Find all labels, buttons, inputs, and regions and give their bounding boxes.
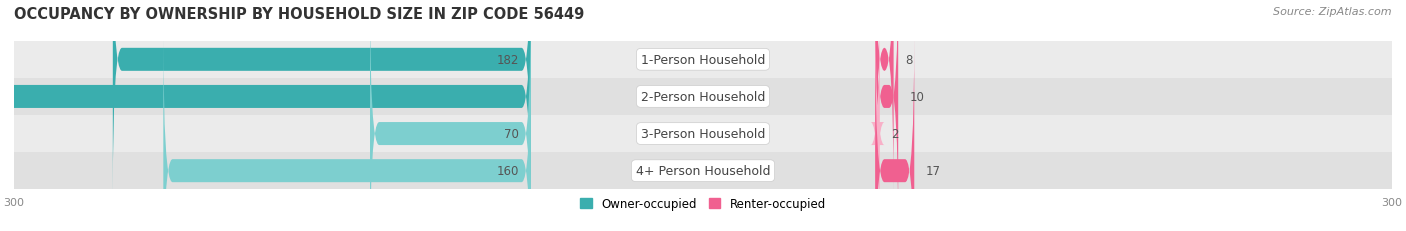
Text: 1-Person Household: 1-Person Household bbox=[641, 54, 765, 67]
FancyBboxPatch shape bbox=[14, 116, 1392, 152]
FancyBboxPatch shape bbox=[163, 35, 531, 231]
FancyBboxPatch shape bbox=[14, 79, 1392, 116]
FancyBboxPatch shape bbox=[870, 0, 884, 231]
Text: 10: 10 bbox=[910, 91, 925, 103]
Legend: Owner-occupied, Renter-occupied: Owner-occupied, Renter-occupied bbox=[579, 197, 827, 210]
Text: 160: 160 bbox=[496, 164, 519, 177]
FancyBboxPatch shape bbox=[14, 152, 1392, 189]
Text: 17: 17 bbox=[925, 164, 941, 177]
Text: 2-Person Household: 2-Person Household bbox=[641, 91, 765, 103]
FancyBboxPatch shape bbox=[875, 0, 898, 231]
Text: 4+ Person Household: 4+ Person Household bbox=[636, 164, 770, 177]
Text: 182: 182 bbox=[496, 54, 519, 67]
FancyBboxPatch shape bbox=[112, 0, 531, 196]
Text: Source: ZipAtlas.com: Source: ZipAtlas.com bbox=[1274, 7, 1392, 17]
FancyBboxPatch shape bbox=[370, 0, 531, 231]
FancyBboxPatch shape bbox=[14, 42, 1392, 79]
Text: 8: 8 bbox=[905, 54, 912, 67]
Text: 70: 70 bbox=[505, 128, 519, 140]
Text: 3-Person Household: 3-Person Household bbox=[641, 128, 765, 140]
FancyBboxPatch shape bbox=[0, 0, 531, 231]
FancyBboxPatch shape bbox=[875, 35, 914, 231]
FancyBboxPatch shape bbox=[875, 0, 894, 196]
Text: 2: 2 bbox=[891, 128, 898, 140]
Text: OCCUPANCY BY OWNERSHIP BY HOUSEHOLD SIZE IN ZIP CODE 56449: OCCUPANCY BY OWNERSHIP BY HOUSEHOLD SIZE… bbox=[14, 7, 585, 22]
